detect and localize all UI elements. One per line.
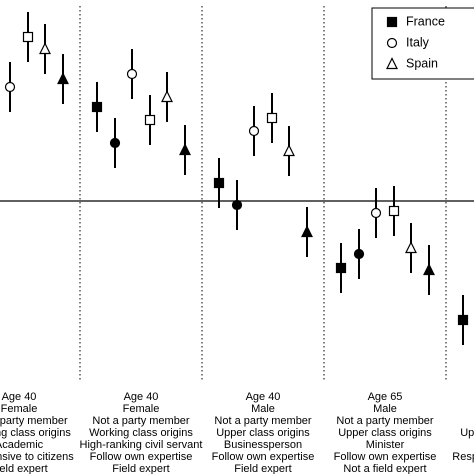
x-tick-label: Age 40	[2, 391, 37, 403]
x-tick-label: Age 65	[368, 391, 403, 403]
marker	[386, 16, 398, 28]
x-tick-label: Upper class origins	[338, 427, 432, 439]
x-tick-label: Male	[373, 403, 397, 415]
legend-label: Italy	[406, 35, 430, 49]
x-tick-label: Businessperson	[224, 439, 302, 451]
marker	[39, 42, 51, 55]
marker	[4, 81, 16, 93]
marker	[370, 207, 382, 219]
marker	[126, 68, 138, 80]
marker	[144, 114, 156, 126]
x-tick-label: Age 40	[246, 391, 281, 403]
x-tick-label: Responsive to citizens	[452, 451, 474, 463]
marker	[388, 205, 400, 217]
marker	[457, 314, 469, 326]
x-tick-label: Field expert	[112, 463, 169, 474]
marker	[386, 37, 398, 49]
marker	[91, 101, 103, 113]
x-tick-label: Upper class origins	[216, 427, 310, 439]
x-tick-label: Responsive to citizens	[0, 451, 74, 463]
marker	[57, 72, 69, 85]
marker	[301, 225, 313, 238]
x-tick-label: Field expert	[0, 463, 48, 474]
marker	[22, 31, 34, 43]
marker	[335, 262, 347, 274]
x-tick-label: Follow own expertise	[334, 451, 437, 463]
marker	[109, 137, 121, 149]
marker	[179, 143, 191, 156]
x-tick-label: Not a party member	[92, 415, 190, 427]
marker	[213, 177, 225, 189]
marker	[283, 144, 295, 157]
marker	[386, 57, 398, 70]
marker	[231, 199, 243, 211]
x-tick-label: Not a party member	[336, 415, 434, 427]
x-tick-label: Academic	[0, 439, 44, 451]
x-tick-label: Not a field expert	[343, 463, 426, 474]
x-tick-label: Age 40	[124, 391, 159, 403]
x-tick-label: Follow own expertise	[90, 451, 193, 463]
marker	[405, 241, 417, 254]
x-tick-label: Follow own expertise	[212, 451, 315, 463]
marker	[266, 112, 278, 124]
x-tick-label: Female	[1, 403, 38, 415]
legend-label: France	[406, 14, 445, 28]
x-tick-label: Upper class origins	[460, 427, 474, 439]
x-tick-label: High-ranking civil servant	[80, 439, 203, 451]
x-tick-label: Not a party member	[214, 415, 312, 427]
x-tick-label: Female	[123, 403, 160, 415]
marker	[353, 248, 365, 260]
x-tick-label: Working class origins	[0, 427, 71, 439]
marker	[423, 263, 435, 276]
marker	[161, 90, 173, 103]
x-tick-label: Minister	[366, 439, 405, 451]
x-tick-label: Field expert	[234, 463, 291, 474]
marker	[248, 125, 260, 137]
x-tick-label: Not a party member	[0, 415, 68, 427]
x-tick-label: Working class origins	[89, 427, 193, 439]
legend-label: Spain	[406, 56, 438, 70]
x-tick-label: Male	[251, 403, 275, 415]
